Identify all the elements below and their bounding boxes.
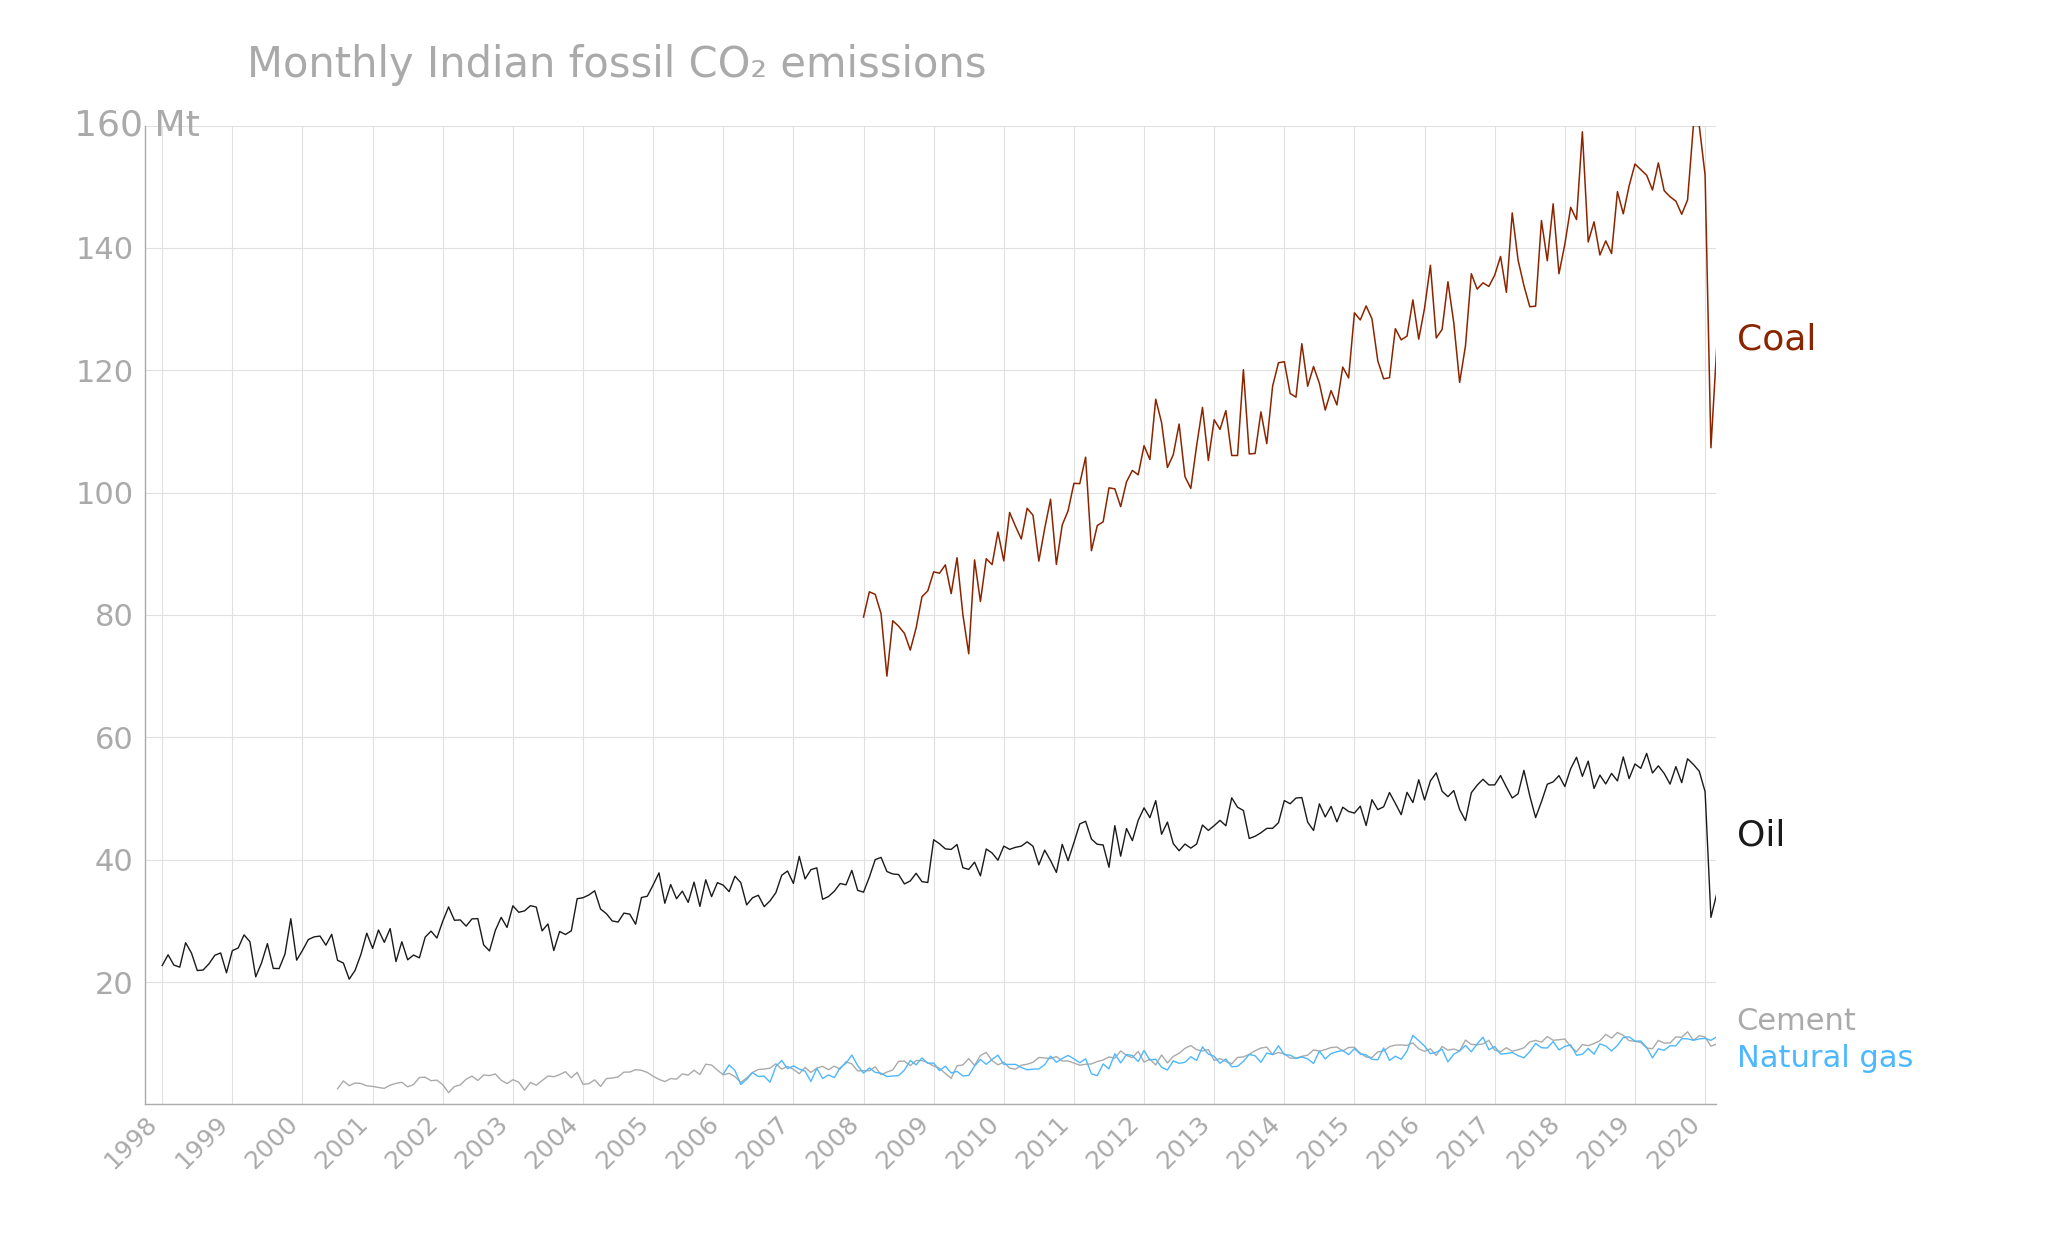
Text: 160 Mt: 160 Mt bbox=[74, 108, 200, 143]
Text: Natural gas: Natural gas bbox=[1736, 1044, 1914, 1073]
Text: Monthly Indian fossil CO₂ emissions: Monthly Indian fossil CO₂ emissions bbox=[246, 44, 986, 87]
Text: Oil: Oil bbox=[1736, 818, 1786, 852]
Text: Coal: Coal bbox=[1736, 323, 1817, 356]
Text: Cement: Cement bbox=[1736, 1008, 1856, 1037]
